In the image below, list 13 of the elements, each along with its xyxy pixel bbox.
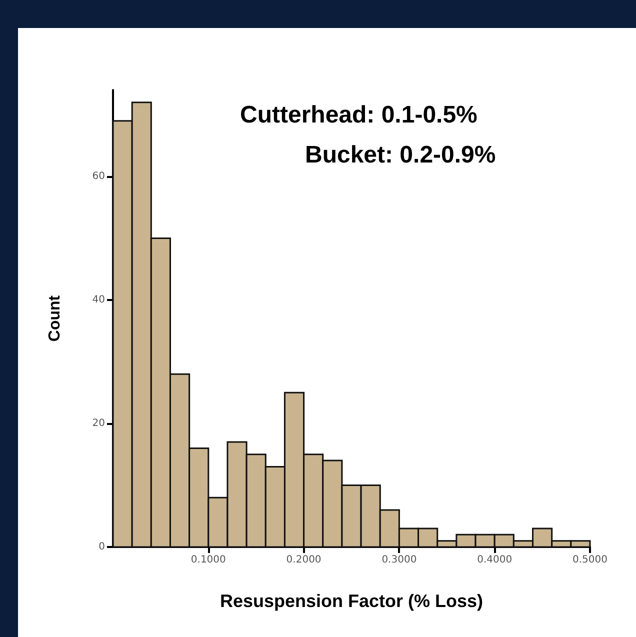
x-axis-title: Resuspension Factor (% Loss) <box>220 591 484 611</box>
y-tick-label: 40 <box>92 294 105 306</box>
x-tick-label: 0.3000 <box>382 554 417 566</box>
x-tick-label: 0.5000 <box>572 554 608 566</box>
y-tick-label: 0 <box>98 542 105 552</box>
annotation: Cutterhead: 0.1-0.5% <box>240 102 478 128</box>
y-tick-label: 60 <box>92 170 105 182</box>
y-axis-title: Count <box>46 294 64 342</box>
x-tick-label: 0.1000 <box>190 554 226 566</box>
x-tick-label: 0.2000 <box>286 554 322 566</box>
annotation: Bucket: 0.2-0.9% <box>305 142 496 168</box>
x-tick-label: 0.4000 <box>477 554 512 566</box>
y-tick-label: 20 <box>92 418 105 429</box>
